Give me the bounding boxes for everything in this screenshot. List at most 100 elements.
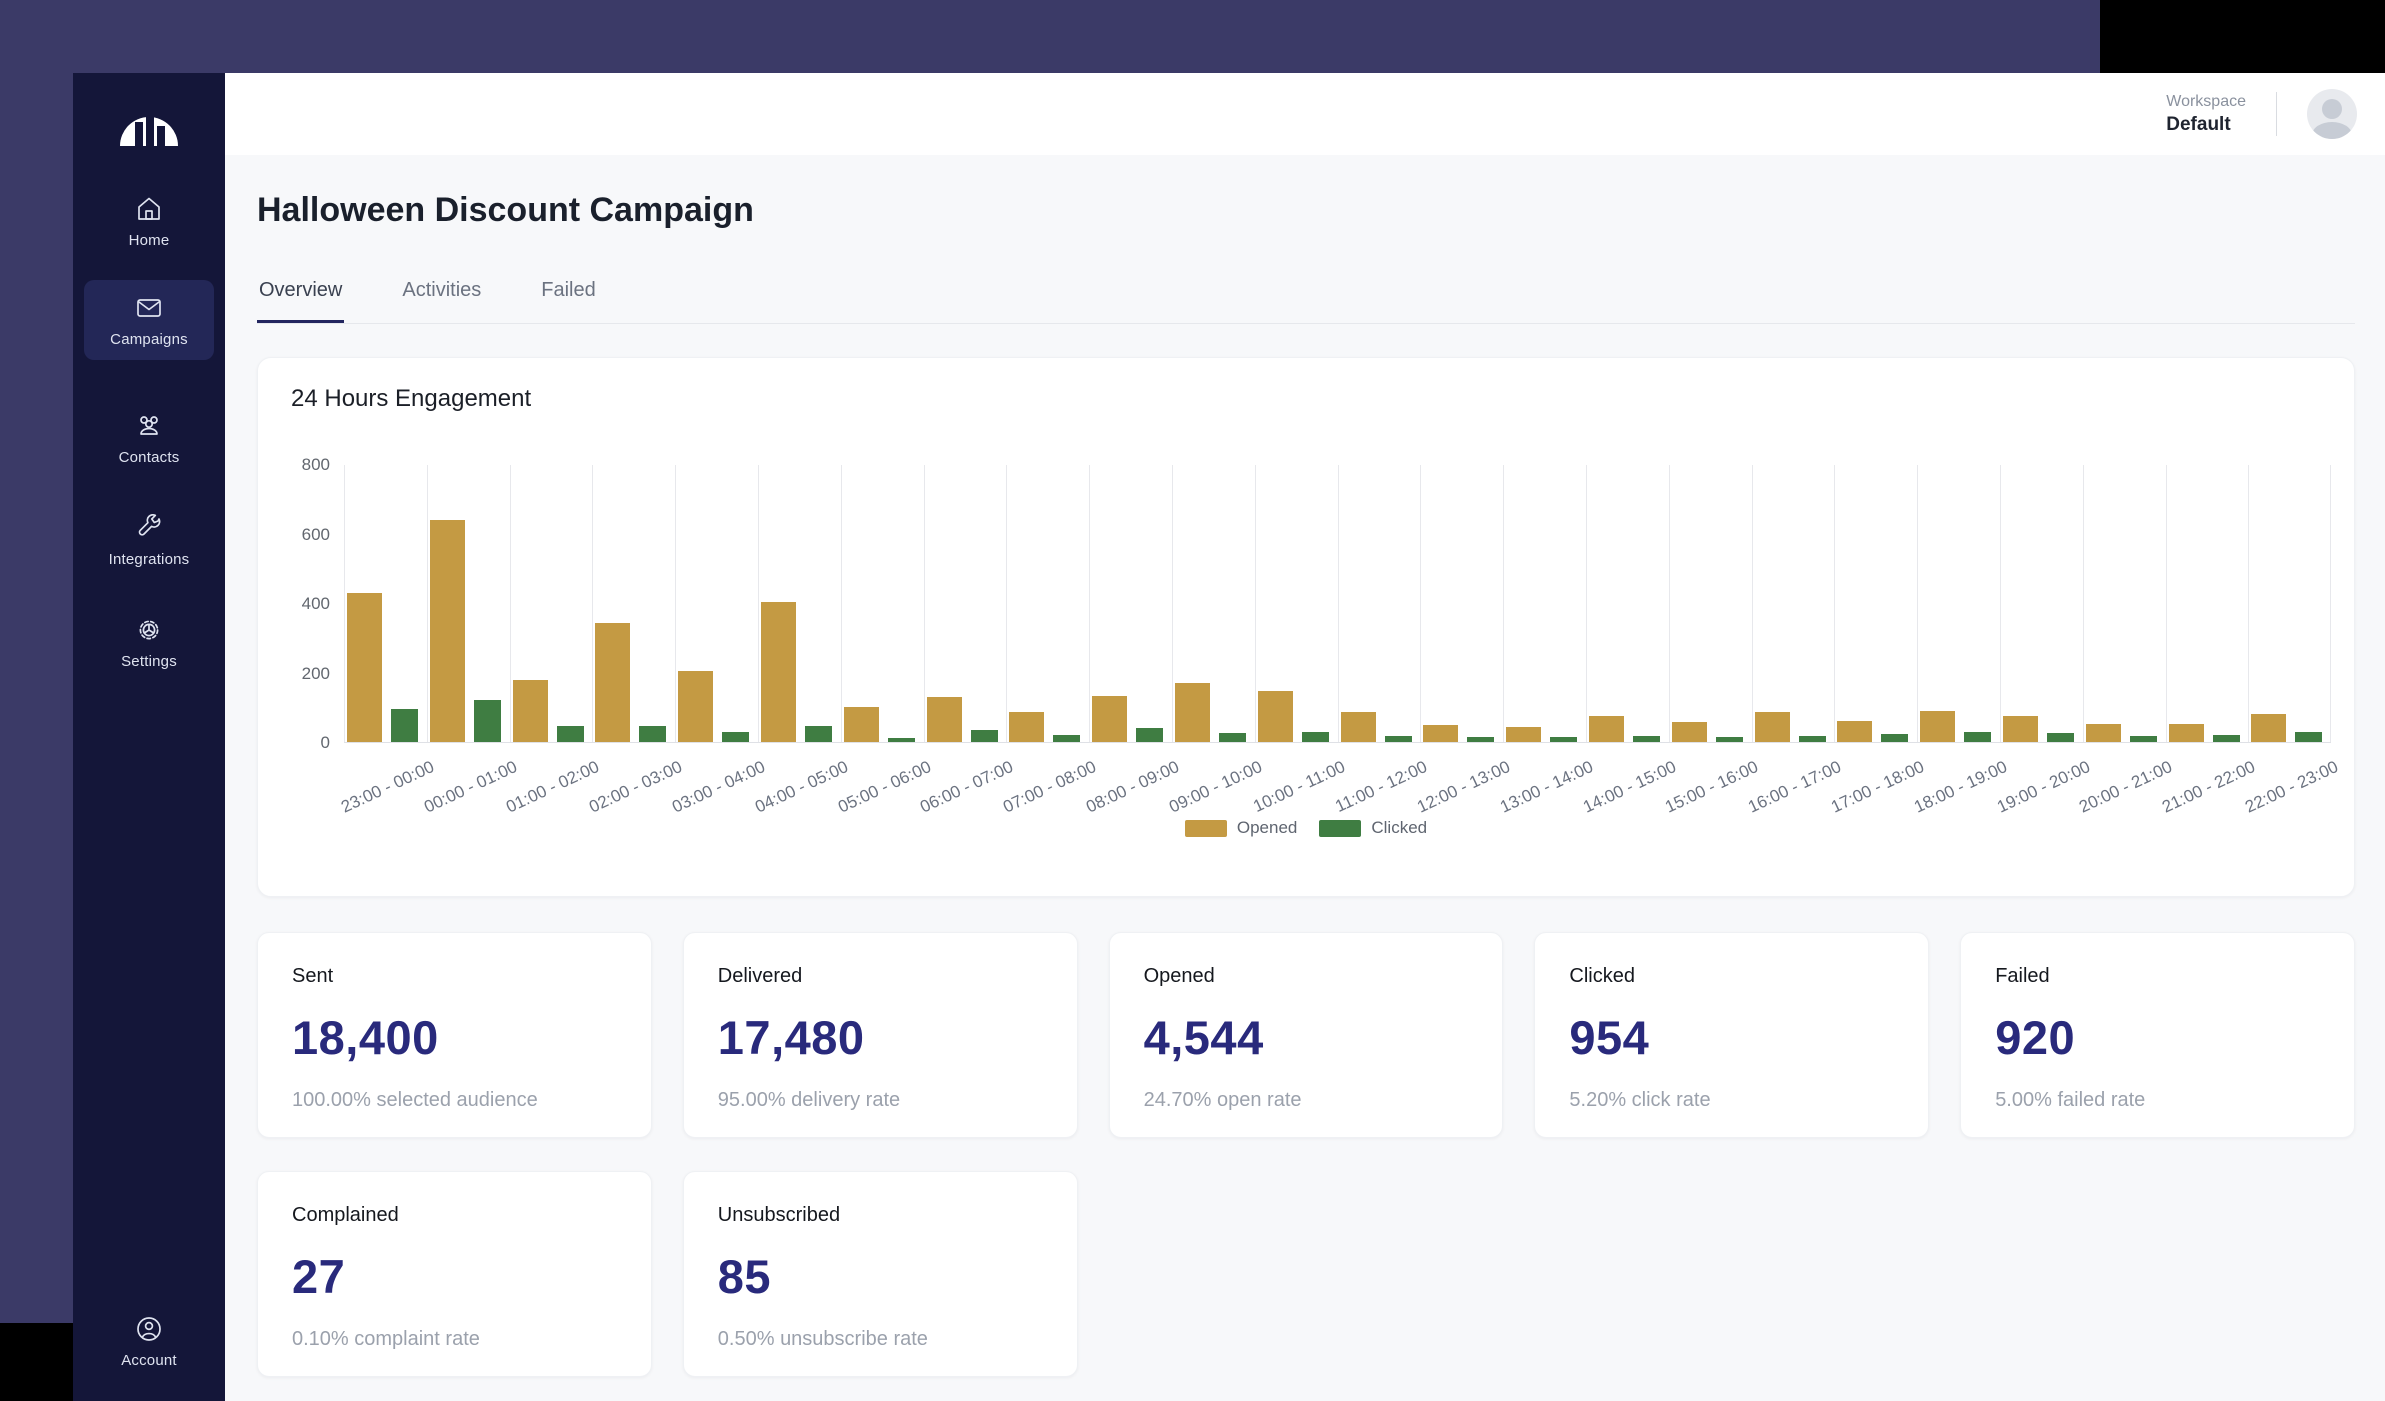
bar-opened	[678, 671, 714, 742]
bar-opened	[1920, 711, 1956, 742]
bar-clicked	[1053, 735, 1081, 742]
stat-card-subtext: 5.00% failed rate	[1995, 1089, 2146, 1111]
sidebar-item-label: Settings	[121, 653, 177, 670]
bar-opened	[1174, 683, 1210, 742]
bar-clicked	[1218, 733, 1246, 742]
user-avatar[interactable]	[2307, 89, 2357, 139]
bar-opened	[2168, 724, 2204, 742]
bar-opened	[1340, 711, 1376, 742]
stat-card-subtext: 95.00% delivery rate	[717, 1089, 901, 1111]
bar-opened	[1423, 725, 1459, 742]
sidebar-item-account[interactable]: Account	[84, 1301, 214, 1381]
bar-clicked	[2212, 735, 2240, 742]
bar-clicked	[1632, 736, 1660, 742]
legend-swatch	[1184, 819, 1227, 837]
legend-item-clicked[interactable]: Clicked	[1319, 818, 1427, 838]
chart-legend: Opened Clicked	[258, 818, 2354, 838]
legend-label: Clicked	[1371, 818, 1428, 837]
tab-failed[interactable]: Failed	[541, 279, 596, 301]
bar-opened	[429, 520, 465, 742]
top-header: Workspace Default	[225, 73, 2385, 155]
sidebar-item-label: Home	[128, 232, 170, 249]
stat-card-sent: Sent 18,400 100.00% selected audience	[257, 932, 652, 1138]
y-axis-label: 600	[301, 524, 330, 544]
bar-clicked	[391, 709, 418, 742]
bar-clicked	[2295, 732, 2323, 742]
bar-opened	[1671, 721, 1707, 742]
stat-card-value: 85	[717, 1250, 772, 1303]
y-axis-label: 0	[320, 733, 330, 752]
users-icon	[140, 416, 158, 435]
tab-activities[interactable]: Activities	[402, 279, 482, 301]
chart-bar-group	[1834, 465, 1917, 742]
y-axis-label: 200	[301, 663, 330, 683]
bar-opened	[1092, 696, 1128, 742]
chart-bar-group	[1585, 465, 1669, 742]
chart-bar-group	[1503, 465, 1586, 742]
sidebar-item-label: Account	[121, 1352, 177, 1369]
legend-item-opened[interactable]: Opened	[1184, 818, 1298, 838]
engagement-chart-card: 24 Hours Engagement 0 200 400 600 800 23:00 …	[257, 357, 2355, 897]
workspace-switcher[interactable]: Workspace Default	[2166, 93, 2246, 136]
chart-bar-group	[1668, 465, 1752, 742]
chart-bar-group	[1337, 465, 1421, 742]
app-logo[interactable]	[119, 104, 179, 146]
desktop-black-area-top-right	[2100, 0, 2385, 73]
bar-opened	[1506, 727, 1542, 742]
header-divider	[2276, 92, 2277, 136]
chart-right-gridline	[2330, 465, 2331, 742]
bar-clicked	[1881, 734, 1909, 742]
bar-opened	[2085, 723, 2121, 742]
chart-bar-group	[757, 465, 841, 742]
chart-title: 24 Hours Engagement	[291, 385, 532, 412]
stat-card-failed: Failed 920 5.00% failed rate	[1960, 932, 2355, 1138]
bar-clicked	[2129, 735, 2157, 742]
stat-card-value: 17,480	[717, 1011, 865, 1064]
stat-card-delivered: Delivered 17,480 95.00% delivery rate	[682, 932, 1078, 1138]
bar-opened	[1588, 716, 1624, 742]
sidebar-item-contacts[interactable]: Contacts	[84, 398, 214, 478]
stat-card-title: Unsubscribed	[717, 1204, 841, 1226]
bar-clicked	[556, 726, 584, 742]
chart-bar-group	[675, 465, 758, 742]
stat-card-subtext: 0.50% unsubscribe rate	[717, 1328, 928, 1350]
stat-card-complained: Complained 27 0.10% complaint rate	[257, 1171, 652, 1377]
legend-label: Opened	[1236, 818, 1298, 837]
chart-bar-group	[2248, 465, 2331, 742]
y-axis-label: 400	[301, 594, 330, 613]
bar-opened	[926, 697, 962, 742]
bar-opened	[843, 707, 879, 742]
chart-bar-group	[1751, 465, 1835, 742]
stat-card-title: Delivered	[717, 965, 803, 987]
bar-clicked	[970, 729, 998, 742]
bar-opened	[1837, 720, 1873, 742]
app-window: Home Campaigns Contacts Integrations Setting…	[73, 73, 2385, 1401]
bar-clicked	[1715, 736, 1743, 742]
sidebar-item-settings[interactable]: Settings	[84, 602, 214, 682]
chart-bar-group	[592, 465, 675, 742]
tab-overview[interactable]: Overview	[257, 265, 345, 323]
chart-bar-group	[840, 465, 924, 742]
stat-card-title: Opened	[1143, 965, 1215, 987]
sidebar-item-campaigns[interactable]: Campaigns	[84, 280, 214, 360]
stat-card-subtext: 5.20% click rate	[1569, 1089, 1711, 1111]
chart-bar-group	[1006, 465, 1089, 742]
bar-clicked	[473, 700, 501, 742]
bar-opened	[512, 679, 548, 742]
bar-opened	[1257, 690, 1293, 742]
home-icon	[138, 197, 160, 220]
sidebar: Home Campaigns Contacts Integrations Setting…	[73, 73, 225, 1401]
bar-clicked	[1384, 735, 1412, 742]
bar-opened	[2251, 713, 2287, 742]
chart-bar-group	[509, 465, 593, 742]
avatar-person-icon	[2322, 99, 2342, 119]
sidebar-item-integrations[interactable]: Integrations	[84, 500, 214, 580]
stat-card-title: Failed	[1995, 965, 2050, 987]
stat-card-unsubscribed: Unsubscribed 85 0.50% unsubscribe rate	[682, 1171, 1078, 1377]
stat-card-title: Clicked	[1569, 965, 1635, 987]
legend-swatch	[1319, 819, 1362, 837]
chart-bar-group	[2165, 465, 2249, 742]
sidebar-item-home[interactable]: Home	[84, 181, 214, 261]
bar-opened	[347, 593, 382, 742]
stat-card-clicked: Clicked 954 5.20% click rate	[1534, 932, 1930, 1138]
